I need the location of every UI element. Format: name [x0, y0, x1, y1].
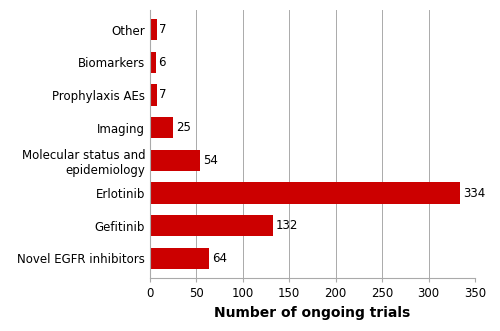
- Bar: [150, 215, 272, 236]
- Text: 64: 64: [212, 252, 227, 265]
- Text: 6: 6: [158, 56, 166, 69]
- Bar: [150, 84, 156, 106]
- Text: 132: 132: [276, 219, 297, 232]
- Bar: [150, 19, 156, 40]
- Text: 25: 25: [176, 121, 191, 134]
- Bar: [150, 150, 200, 171]
- Bar: [150, 182, 460, 204]
- X-axis label: Number of ongoing trials: Number of ongoing trials: [214, 306, 410, 320]
- Bar: [150, 52, 156, 73]
- Text: 7: 7: [160, 23, 167, 36]
- Text: 7: 7: [160, 88, 167, 101]
- Text: 54: 54: [203, 154, 218, 167]
- Bar: [150, 248, 210, 269]
- Bar: [150, 117, 173, 138]
- Text: 334: 334: [463, 187, 485, 200]
